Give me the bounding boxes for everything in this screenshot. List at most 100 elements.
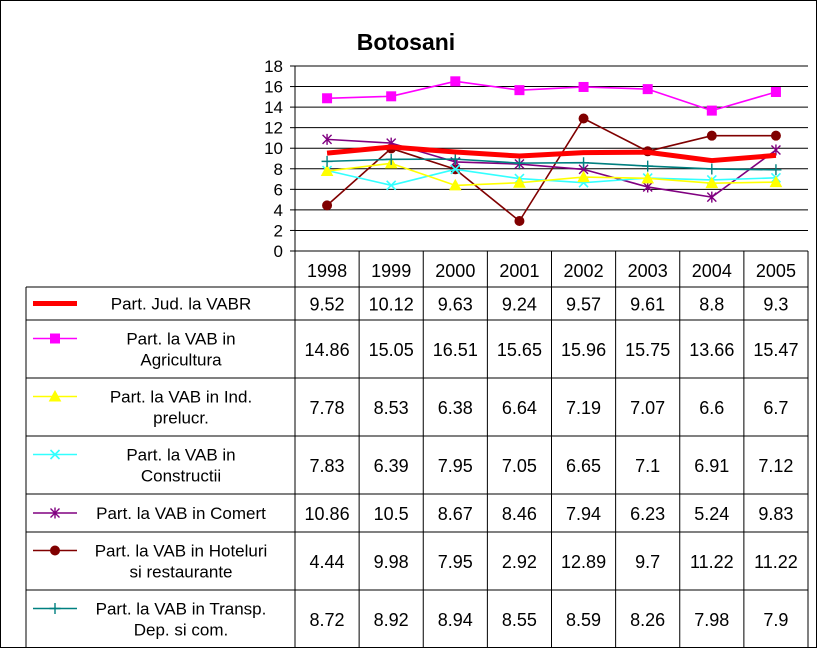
legend-key bbox=[33, 333, 77, 344]
data-label: 10.86 bbox=[305, 504, 350, 524]
legend-key bbox=[33, 603, 77, 614]
series-1 bbox=[326, 144, 777, 164]
data-point bbox=[706, 130, 717, 141]
x-tick-label: 2002 bbox=[564, 261, 604, 281]
data-point bbox=[322, 133, 333, 145]
y-tick-label: 0 bbox=[274, 242, 283, 261]
data-label: 8.59 bbox=[566, 610, 601, 630]
data-point bbox=[448, 178, 462, 191]
data-point bbox=[449, 153, 461, 165]
data-label: 8.8 bbox=[699, 295, 724, 315]
legend-label: Part. Jud. la VABR bbox=[111, 295, 251, 314]
legend-key bbox=[33, 449, 77, 460]
data-label: 15.65 bbox=[497, 340, 542, 360]
data-point bbox=[578, 81, 589, 92]
data-point bbox=[322, 93, 333, 104]
data-point bbox=[578, 113, 589, 124]
data-label: 9.63 bbox=[438, 295, 473, 315]
data-point bbox=[386, 91, 397, 102]
y-tick-label: 2 bbox=[274, 221, 283, 240]
data-label: 5.24 bbox=[694, 504, 729, 524]
data-label: 9.61 bbox=[630, 295, 665, 315]
legend-label: Part. la VAB in Hoteluri bbox=[95, 542, 268, 561]
data-label: 6.91 bbox=[694, 456, 729, 476]
x-tick-label: 2004 bbox=[692, 261, 732, 281]
data-label: 7.1 bbox=[635, 456, 660, 476]
y-tick-label: 12 bbox=[264, 119, 283, 138]
series-line bbox=[326, 162, 776, 187]
legend-label: Part. la VAB in Ind. bbox=[110, 388, 252, 407]
data-label: 8.53 bbox=[374, 398, 409, 418]
data-label: 10.12 bbox=[369, 295, 414, 315]
legend-key-marker bbox=[50, 333, 60, 344]
x-tick-label: 2003 bbox=[628, 261, 668, 281]
chart-title: Botosani bbox=[356, 29, 456, 55]
data-point bbox=[770, 130, 781, 141]
data-label: 9.98 bbox=[374, 552, 409, 572]
legend-label: Part. la VAB in Comert bbox=[96, 504, 266, 523]
y-tick-label: 10 bbox=[264, 139, 283, 158]
legend-key-marker bbox=[49, 449, 61, 460]
data-point bbox=[321, 155, 333, 167]
data-label: 9.24 bbox=[502, 295, 537, 315]
legend-key bbox=[33, 545, 77, 556]
x-tick-label: 2005 bbox=[756, 261, 796, 281]
data-point bbox=[320, 164, 334, 177]
data-label: 6.7 bbox=[763, 398, 788, 418]
series-2 bbox=[322, 76, 781, 116]
data-label: 16.51 bbox=[433, 340, 478, 360]
data-point bbox=[386, 180, 397, 191]
data-point bbox=[450, 164, 461, 175]
legend-label: Agricultura bbox=[140, 351, 222, 370]
data-point bbox=[705, 176, 719, 189]
data-label: 9.52 bbox=[310, 295, 345, 315]
data-label: 9.7 bbox=[635, 552, 660, 572]
data-label: 7.83 bbox=[310, 456, 345, 476]
data-label: 8.46 bbox=[502, 504, 537, 524]
data-point bbox=[770, 87, 781, 98]
x-tick-label: 2001 bbox=[499, 261, 539, 281]
data-label: 7.95 bbox=[438, 456, 473, 476]
data-label: 10.5 bbox=[374, 504, 409, 524]
data-label: 9.57 bbox=[566, 295, 601, 315]
data-label: 15.96 bbox=[561, 340, 606, 360]
data-point bbox=[578, 157, 590, 169]
series-line bbox=[326, 144, 777, 164]
data-point bbox=[706, 105, 717, 116]
legend-label: Dep. si com. bbox=[134, 621, 228, 640]
data-label: 15.47 bbox=[753, 340, 798, 360]
data-label: 6.39 bbox=[374, 456, 409, 476]
data-point bbox=[514, 215, 525, 226]
y-tick-label: 14 bbox=[264, 98, 283, 117]
data-label: 6.6 bbox=[699, 398, 724, 418]
y-tick-label: 16 bbox=[264, 78, 283, 97]
data-label: 7.05 bbox=[502, 456, 537, 476]
data-label: 11.22 bbox=[754, 552, 798, 572]
y-tick-label: 8 bbox=[274, 160, 283, 179]
data-point bbox=[641, 171, 655, 184]
legend-label: Part. la VAB in bbox=[126, 446, 235, 465]
legend-label: Part. la VAB in Transp. bbox=[96, 600, 267, 619]
legend-label: prelucr. bbox=[153, 409, 209, 428]
x-tick-label: 2000 bbox=[435, 261, 475, 281]
y-tick-label: 6 bbox=[274, 180, 283, 199]
data-label: 7.07 bbox=[630, 398, 665, 418]
data-point bbox=[706, 191, 717, 203]
data-label: 9.83 bbox=[758, 504, 793, 524]
data-point bbox=[450, 76, 461, 87]
data-label: 9.3 bbox=[763, 295, 788, 315]
legend-label: si restaurante bbox=[130, 563, 233, 582]
data-table bbox=[25, 250, 809, 647]
x-tick-label: 1998 bbox=[307, 261, 347, 281]
legend-key-marker bbox=[48, 389, 62, 402]
data-label: 15.05 bbox=[369, 340, 414, 360]
data-label: 8.92 bbox=[374, 610, 409, 630]
legend-key-marker bbox=[50, 545, 60, 556]
data-point bbox=[770, 164, 782, 176]
series-7 bbox=[321, 153, 782, 176]
data-label: 6.38 bbox=[438, 398, 473, 418]
y-tick-label: 4 bbox=[274, 201, 283, 220]
data-point bbox=[642, 84, 653, 95]
